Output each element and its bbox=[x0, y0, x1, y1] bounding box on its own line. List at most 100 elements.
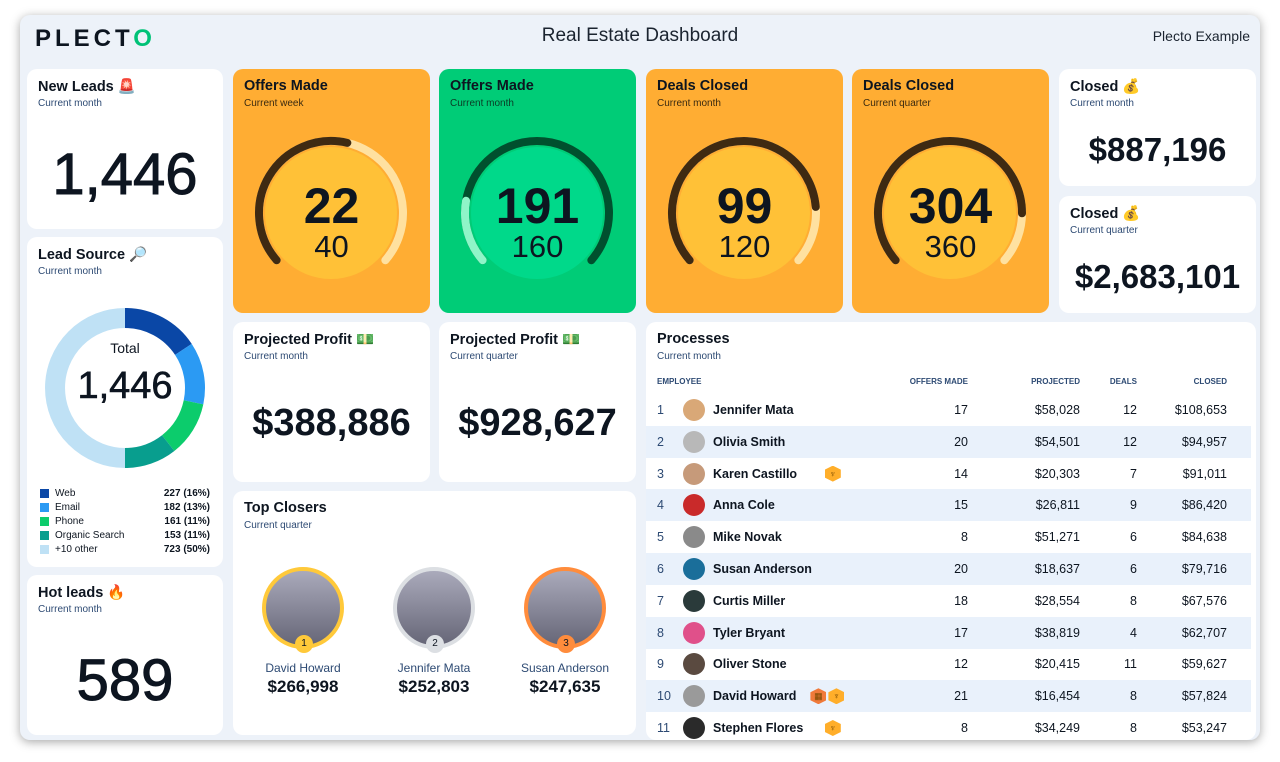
top-closer[interactable]: 1 David Howard $266,998 bbox=[243, 567, 363, 697]
employee-avatar bbox=[683, 621, 705, 644]
donut-slice[interactable] bbox=[174, 343, 205, 405]
closer-name: David Howard bbox=[265, 661, 341, 675]
gauge-target: 160 bbox=[511, 229, 564, 264]
gauge-card[interactable]: Offers Made Current month 191 160 bbox=[439, 69, 636, 313]
employee-avatar bbox=[683, 558, 705, 580]
kpi-value: $388,886 bbox=[252, 402, 411, 444]
donut-slice[interactable] bbox=[124, 434, 175, 468]
top-closer[interactable]: 2 Jennifer Mata $252,803 bbox=[374, 567, 494, 697]
closed-quarter-card[interactable]: Closed 💰 Current quarter $2,683,101 bbox=[1059, 196, 1256, 313]
projected-quarter-card[interactable]: Projected Profit 💵 Current quarter $928,… bbox=[439, 322, 636, 482]
row-rank: 7 bbox=[657, 593, 664, 608]
table-row[interactable]: 4 Anna Cole 15 $26,811 9 $86,420 bbox=[646, 489, 1251, 522]
donut-total-label: Total bbox=[110, 340, 140, 356]
projected: $16,454 bbox=[1034, 689, 1080, 704]
employee-name: Tyler Bryant bbox=[713, 625, 786, 640]
donut-slice[interactable] bbox=[124, 308, 192, 356]
closer-avatar: 3 bbox=[524, 567, 606, 653]
table-row[interactable]: 6 Susan Anderson 20 $18,637 6 $79,716 bbox=[646, 553, 1251, 585]
offers-made: 15 bbox=[954, 498, 968, 513]
projected: $54,501 bbox=[1034, 434, 1080, 449]
column-header-closed[interactable]: CLOSED bbox=[1193, 377, 1227, 386]
gauge-card[interactable]: Deals Closed Current quarter 304 360 bbox=[852, 69, 1049, 313]
employee-avatar bbox=[683, 717, 705, 739]
offers-made: 8 bbox=[961, 530, 968, 545]
offers-made: 12 bbox=[954, 657, 968, 672]
kpi-value: $887,196 bbox=[1088, 131, 1227, 168]
donut-slice[interactable] bbox=[45, 308, 126, 468]
column-header-employee[interactable]: EMPLOYEE bbox=[657, 377, 702, 386]
new-leads-card[interactable]: New Leads 🚨 Current month 1,446 bbox=[27, 69, 223, 229]
card-period: Current month bbox=[38, 604, 102, 615]
processes-card[interactable]: Processes Current month EMPLOYEE OFFERS … bbox=[646, 322, 1256, 740]
row-rank: 11 bbox=[657, 721, 670, 735]
column-header-projected[interactable]: PROJECTED bbox=[1031, 377, 1080, 386]
employee-name: Oliver Stone bbox=[713, 657, 787, 672]
table-row[interactable]: 3 Karen Castillo ♆ 14 $20,303 7 $91,011 bbox=[646, 458, 1251, 490]
projected: $18,637 bbox=[1034, 562, 1080, 576]
table-row[interactable]: 1 Jennifer Mata 17 $58,028 12 $108,653 bbox=[646, 394, 1251, 426]
card-period: Current quarter bbox=[450, 351, 518, 362]
gauge-arc bbox=[874, 137, 1026, 279]
closed: $84,638 bbox=[1181, 530, 1227, 545]
table-row[interactable]: 2 Olivia Smith 20 $54,501 12 $94,957 bbox=[646, 425, 1251, 458]
column-header-deals[interactable]: DEALS bbox=[1109, 377, 1137, 386]
legend-value: 161 (11%) bbox=[164, 515, 210, 527]
table-row[interactable]: 8 Tyler Bryant 17 $38,819 4 $62,707 bbox=[646, 616, 1251, 649]
card-title: Processes bbox=[657, 331, 730, 347]
projected-month-card[interactable]: Projected Profit 💵 Current month $388,88… bbox=[233, 322, 430, 482]
rank-medal: 2 bbox=[426, 635, 444, 653]
hot-leads-card[interactable]: Hot leads 🔥 Current month 589 bbox=[27, 575, 223, 735]
gauge-card[interactable]: Deals Closed Current month 99 120 bbox=[646, 69, 843, 313]
employee-name: Curtis Miller bbox=[713, 593, 786, 608]
gauge-glow bbox=[678, 147, 810, 279]
closer-avatar: 1 bbox=[262, 567, 344, 653]
employee-avatar bbox=[683, 462, 705, 485]
closed-month-card[interactable]: Closed 💰 Current month $887,196 bbox=[1059, 69, 1256, 186]
table-row[interactable]: 5 Mike Novak 8 $51,271 6 $84,638 bbox=[646, 521, 1251, 553]
deals: 11 bbox=[1124, 657, 1137, 672]
employee-avatar bbox=[683, 685, 705, 708]
legend-item: +10 other 723 (50%) bbox=[40, 542, 210, 556]
offers-made: 20 bbox=[954, 562, 968, 576]
closer-name: Jennifer Mata bbox=[397, 661, 471, 675]
legend-item: Email 182 (13%) bbox=[40, 500, 210, 514]
card-period: Current month bbox=[657, 98, 721, 109]
closed: $79,716 bbox=[1181, 562, 1227, 576]
top-closers-card[interactable]: Top Closers Current quarter 1 David Howa… bbox=[233, 491, 636, 735]
card-title: Projected Profit 💵 bbox=[450, 332, 581, 348]
gauge-value: 304 bbox=[908, 178, 993, 234]
row-rank: 8 bbox=[657, 625, 664, 640]
top-closer[interactable]: 3 Susan Anderson $247,635 bbox=[505, 567, 625, 697]
gauge-card[interactable]: Offers Made Current week 22 40 bbox=[233, 69, 430, 313]
employee-avatar bbox=[683, 526, 705, 549]
row-rank: 6 bbox=[657, 562, 664, 576]
gauge-glow bbox=[471, 147, 603, 279]
card-period: Current quarter bbox=[1070, 225, 1138, 236]
card-period: Current month bbox=[244, 351, 308, 362]
deals: 6 bbox=[1130, 530, 1137, 545]
cake-badge-icon: ▦ bbox=[810, 688, 827, 705]
gauge-fill bbox=[255, 137, 352, 265]
table-row[interactable]: 11 Stephen Flores ♆ 8 $34,249 8 $53,247 bbox=[646, 712, 1251, 740]
table-row[interactable]: 10 David Howard ▦ ♆ 21 $16,454 8 $57,824 bbox=[646, 680, 1251, 713]
closed: $67,576 bbox=[1181, 593, 1227, 608]
table-row[interactable]: 9 Oliver Stone 12 $20,415 11 $59,627 bbox=[646, 648, 1251, 680]
legend-swatch bbox=[40, 488, 49, 498]
card-title: Top Closers bbox=[244, 500, 327, 516]
column-header-offers-made[interactable]: OFFERS MADE bbox=[909, 377, 968, 386]
employee-name: Karen Castillo bbox=[713, 466, 798, 481]
table-row[interactable]: 7 Curtis Miller 18 $28,554 8 $67,576 bbox=[646, 585, 1251, 617]
closed: $108,653 bbox=[1174, 403, 1227, 417]
legend-item: Phone 161 (11%) bbox=[40, 514, 210, 528]
donut-slice[interactable] bbox=[161, 399, 204, 451]
closed: $86,420 bbox=[1181, 498, 1227, 513]
employee-name: David Howard bbox=[713, 689, 797, 704]
organization-name: Plecto Example bbox=[1152, 28, 1250, 44]
card-title: New Leads 🚨 bbox=[38, 79, 136, 95]
offers-made: 20 bbox=[954, 434, 968, 449]
legend-value: 723 (50%) bbox=[163, 543, 210, 555]
gauge-glow bbox=[265, 147, 397, 279]
row-rank: 10 bbox=[657, 689, 671, 704]
lead-source-card[interactable]: Lead Source 🔎 Current month Total 1,446 … bbox=[27, 237, 223, 567]
